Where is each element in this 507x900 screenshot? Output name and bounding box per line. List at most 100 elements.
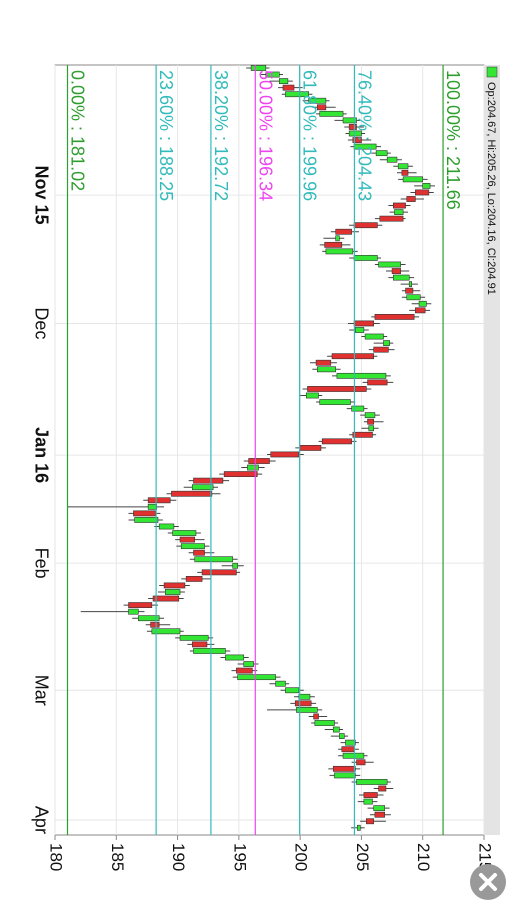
candle-body	[128, 602, 153, 608]
candle-body	[299, 444, 322, 451]
candle-body	[275, 680, 286, 687]
candle-body	[279, 78, 289, 84]
candle-body	[402, 176, 424, 183]
candle-body	[138, 615, 160, 622]
candle-body	[165, 589, 181, 595]
candle-body	[352, 431, 373, 438]
candle-body	[247, 464, 259, 471]
candle-body	[172, 530, 197, 536]
candle-body	[348, 124, 357, 130]
candle-body	[408, 281, 412, 288]
candle-body	[236, 667, 253, 674]
candle-body	[391, 268, 401, 274]
candle-body	[406, 294, 421, 301]
candle-body	[397, 163, 409, 170]
close-button[interactable]	[470, 864, 506, 900]
candle-body	[351, 405, 365, 412]
candle-body	[147, 497, 171, 504]
candle-body	[147, 503, 158, 510]
candle-body	[314, 720, 335, 726]
candle-body	[134, 517, 159, 523]
candle-body	[225, 654, 245, 661]
candle-body	[386, 156, 398, 163]
level-label: 100.00% : 211.66	[443, 70, 463, 210]
candle-body	[270, 451, 300, 458]
candle-body	[401, 169, 409, 176]
candle-body	[223, 471, 258, 477]
candle-body	[237, 674, 276, 681]
level-label: 50.00% : 196.34	[255, 70, 275, 201]
candle-body	[356, 779, 388, 785]
candle-body	[418, 300, 427, 307]
x-tick-label: 185	[108, 843, 127, 871]
candle-body	[367, 379, 388, 386]
x-tick-label: 195	[230, 843, 249, 871]
candle-body	[353, 320, 374, 327]
candle-body	[158, 523, 175, 530]
candle-body	[179, 536, 196, 543]
level-label: 38.20% : 192.72	[211, 70, 231, 201]
candle-body	[324, 241, 343, 248]
candle-body	[285, 687, 300, 694]
candle-body	[193, 648, 226, 654]
candle-body	[232, 562, 238, 569]
candle-body	[325, 248, 354, 255]
candle-body	[339, 733, 345, 739]
candle-body	[163, 582, 186, 589]
candle-body	[378, 785, 387, 792]
candle-body	[356, 759, 366, 766]
time-tick-label: Nov 15	[31, 166, 51, 225]
legend-strip	[484, 65, 500, 835]
x-tick-label: 205	[353, 843, 372, 871]
candle-body	[294, 700, 312, 707]
candle-body	[171, 490, 213, 497]
candle-body	[415, 189, 430, 196]
candle-body	[305, 392, 319, 399]
candle-body	[415, 307, 426, 314]
candle-body	[336, 372, 387, 379]
candle-body	[392, 274, 410, 281]
candle-body	[317, 104, 327, 111]
candle-body	[405, 287, 414, 294]
candle-body	[248, 458, 270, 464]
candle-body	[363, 792, 378, 798]
x-tick-label: 210	[414, 843, 433, 871]
candle-body	[179, 634, 209, 641]
candle-body	[363, 798, 373, 805]
candle-body	[307, 386, 367, 392]
candle-body	[319, 110, 344, 117]
candle-body	[332, 765, 356, 772]
time-tick-label: Dec	[31, 307, 51, 339]
candle-body	[335, 228, 352, 235]
candle-body	[392, 202, 406, 209]
candle-body	[313, 713, 319, 720]
candle-body	[364, 412, 376, 419]
candle-body	[379, 215, 404, 222]
level-label: 0.00% : 181.02	[68, 70, 88, 191]
candle-body	[364, 333, 384, 340]
level-label: 76.40% : 204.43	[354, 70, 374, 201]
candle-body	[383, 340, 390, 346]
candle-body	[321, 438, 352, 445]
candle-body	[185, 575, 203, 582]
candle-body	[373, 805, 386, 812]
candle-body	[282, 84, 295, 91]
candle-body	[315, 359, 332, 366]
candle-body	[367, 418, 374, 425]
candle-body	[250, 65, 267, 71]
candle-body	[394, 209, 404, 215]
candle-body	[285, 91, 310, 98]
x-tick-label: 200	[292, 843, 311, 871]
time-tick-label: Jan 16	[31, 427, 51, 483]
candle-body	[296, 706, 318, 713]
candle-body	[374, 313, 415, 320]
close-icon[interactable]	[479, 873, 497, 891]
candle-body	[335, 235, 340, 242]
candle-body	[334, 772, 356, 779]
candle-body	[150, 621, 160, 628]
candle-body	[374, 811, 386, 818]
candle-body	[243, 661, 254, 667]
candle-body	[406, 196, 416, 202]
candle-body	[366, 818, 374, 825]
